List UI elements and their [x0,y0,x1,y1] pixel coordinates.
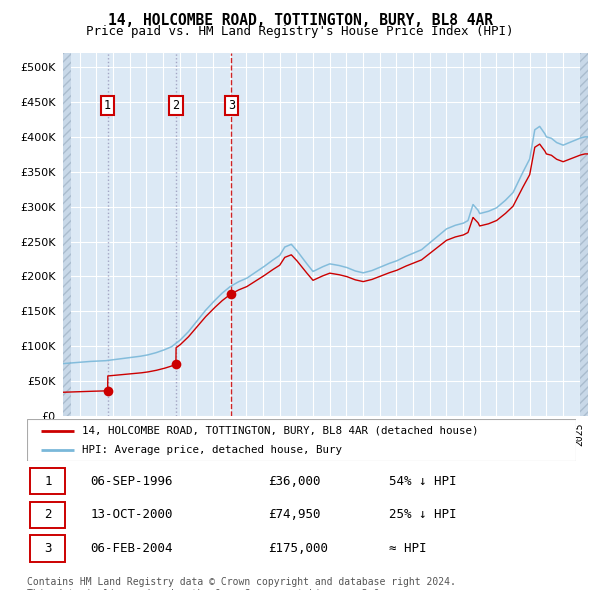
Text: Price paid vs. HM Land Registry's House Price Index (HPI): Price paid vs. HM Land Registry's House … [86,25,514,38]
Text: Contains HM Land Registry data © Crown copyright and database right 2024.
This d: Contains HM Land Registry data © Crown c… [27,577,456,590]
Text: 1: 1 [44,474,52,488]
Bar [30,468,65,494]
Text: 1: 1 [104,99,111,112]
Text: 06-SEP-1996: 06-SEP-1996 [90,474,173,488]
Text: 13-OCT-2000: 13-OCT-2000 [90,508,173,522]
Text: 25% ↓ HPI: 25% ↓ HPI [389,508,457,522]
Text: HPI: Average price, detached house, Bury: HPI: Average price, detached house, Bury [82,445,342,455]
Text: 54% ↓ HPI: 54% ↓ HPI [389,474,457,488]
Text: 06-FEB-2004: 06-FEB-2004 [90,542,173,555]
Text: £175,000: £175,000 [269,542,329,555]
Text: £74,950: £74,950 [269,508,321,522]
Text: 3: 3 [228,99,235,112]
Text: 14, HOLCOMBE ROAD, TOTTINGTON, BURY, BL8 4AR (detached house): 14, HOLCOMBE ROAD, TOTTINGTON, BURY, BL8… [82,426,478,436]
Text: £36,000: £36,000 [269,474,321,488]
Text: ≈ HPI: ≈ HPI [389,542,427,555]
Text: 2: 2 [44,508,52,522]
Text: 14, HOLCOMBE ROAD, TOTTINGTON, BURY, BL8 4AR: 14, HOLCOMBE ROAD, TOTTINGTON, BURY, BL8… [107,13,493,28]
Bar [30,535,65,562]
Text: 3: 3 [44,542,52,555]
Text: 2: 2 [172,99,179,112]
Bar [30,502,65,528]
